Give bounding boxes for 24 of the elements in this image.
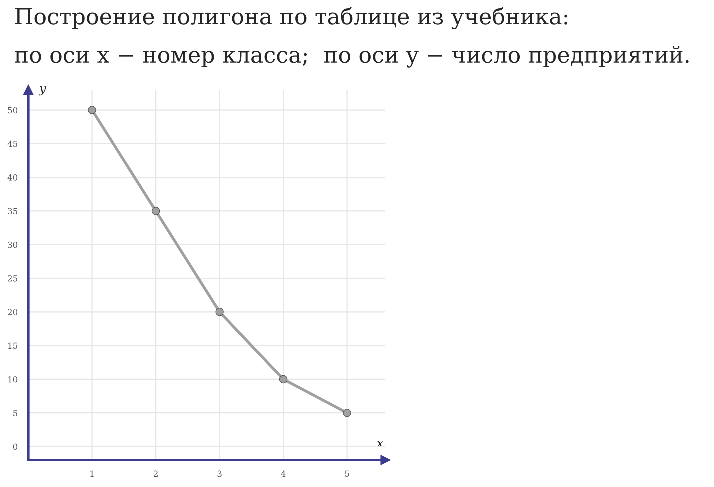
chart-subtitle: по оси x − номер класса; по оси y − число предприятий.: [15, 46, 689, 68]
y-tick-label: 20: [8, 309, 18, 316]
point: [216, 308, 224, 316]
y-axis-title: y: [38, 86, 46, 96]
point: [279, 375, 288, 384]
x-tick-label: 2: [154, 470, 158, 477]
point: [152, 207, 160, 216]
y-tick-label: 15: [8, 342, 18, 350]
x-tick-label: 5: [345, 470, 350, 478]
x-tick-label: 3: [218, 470, 222, 478]
x-tick-label: 1: [90, 470, 94, 477]
y-tick-label: 40: [8, 174, 18, 181]
y-tick-label: 5: [14, 410, 18, 416]
y-tick-label: 0: [13, 444, 18, 450]
chart-title: Построение полигона по таблице из учебника:: [16, 7, 568, 30]
y-tick-label: 45: [8, 140, 18, 148]
y-tick-label: 30: [8, 242, 18, 248]
y-tick-label: 25: [8, 276, 18, 282]
x-tick-label: 4: [281, 470, 286, 477]
y-tick-label: 50: [8, 107, 18, 114]
y-tick-label: 35: [8, 208, 18, 215]
point: [88, 106, 96, 114]
point: [343, 409, 352, 418]
y-tick-label: 10: [8, 376, 18, 383]
